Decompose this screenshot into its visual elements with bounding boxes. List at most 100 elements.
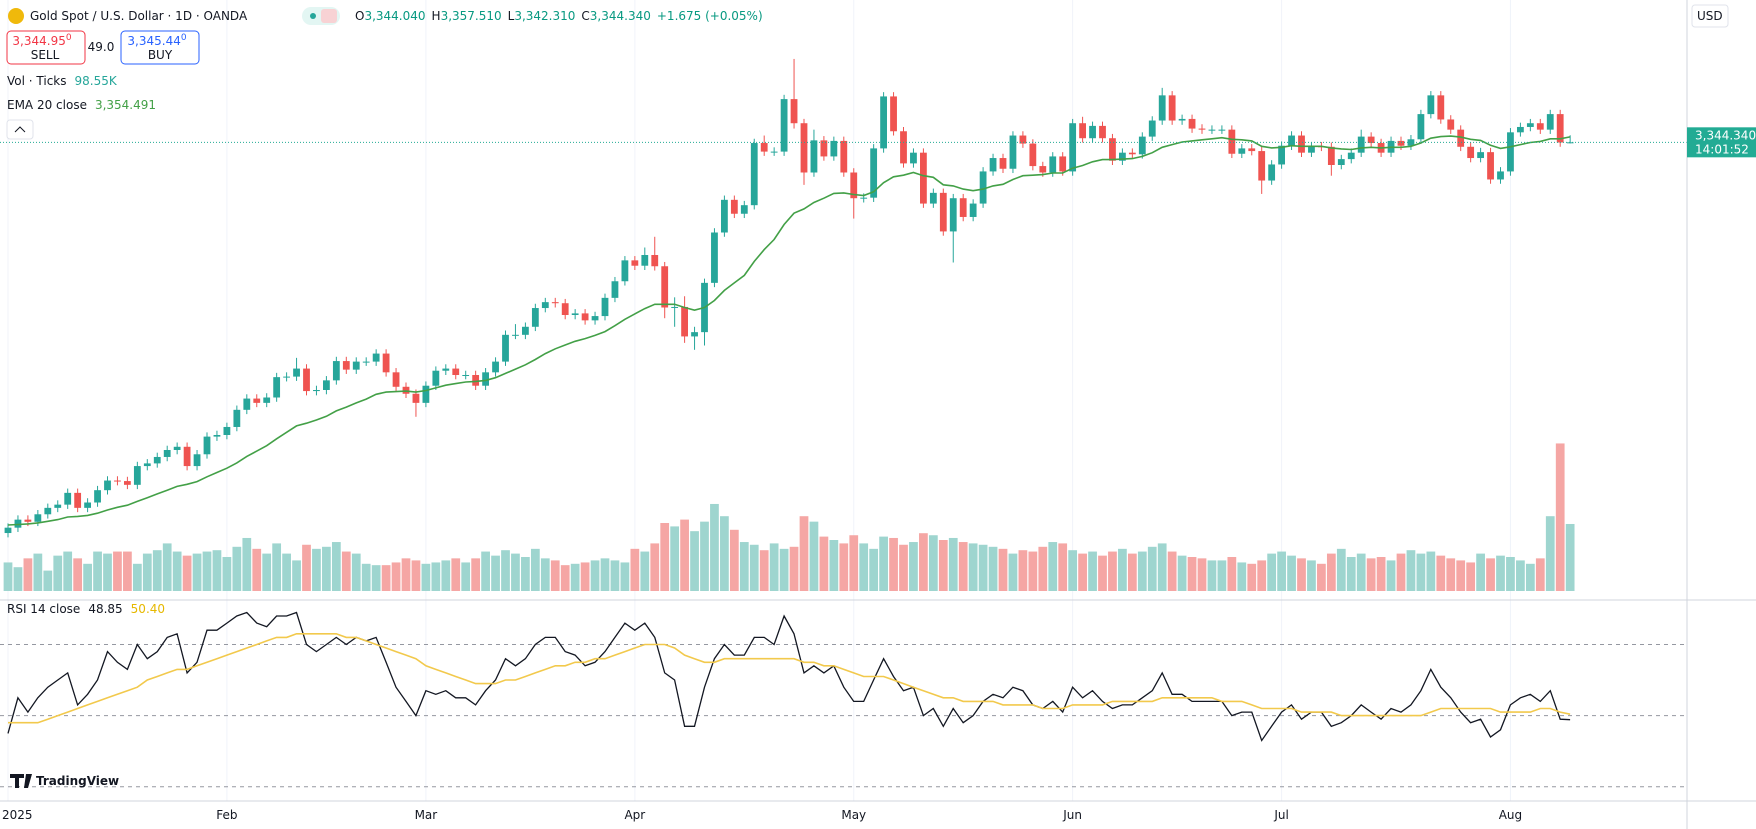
volume-bar	[978, 544, 988, 591]
axis-layer: 2025 Feb Mar Apr May Jun Jul Aug 3,344.34014:01:…	[2, 127, 1756, 822]
volume-bar	[252, 548, 262, 591]
rsi-legend: RSI 14 close 48.85 50.40	[7, 602, 165, 616]
volume-bar	[1366, 558, 1376, 591]
candle-body	[959, 198, 967, 217]
volume-bar	[1187, 557, 1197, 591]
volume-bar	[521, 557, 530, 591]
volume-bar	[779, 548, 789, 591]
candle-body	[840, 140, 848, 173]
currency-box[interactable]	[1691, 4, 1729, 28]
volume-bar	[889, 537, 898, 591]
volume-value: 98.55K	[75, 74, 118, 88]
candle-body	[203, 436, 211, 455]
candle-body	[890, 96, 897, 132]
candle-body	[1298, 135, 1305, 153]
volume-bar	[481, 551, 490, 591]
candle-body	[1268, 164, 1276, 181]
collapse-button[interactable]	[6, 119, 34, 140]
volume-bar	[799, 516, 809, 591]
candle-body	[382, 353, 390, 373]
volume-bar	[341, 551, 351, 591]
candle-body	[1477, 152, 1484, 159]
candle-body	[313, 390, 320, 392]
volume-bar	[700, 521, 709, 591]
volume-bar	[670, 526, 680, 591]
ohlc-key: C	[581, 9, 589, 23]
candle-body	[800, 123, 808, 173]
axis-panel	[1687, 0, 1756, 829]
volume-bar	[580, 562, 590, 591]
volume-bar	[590, 560, 600, 591]
volume-bar	[451, 558, 461, 591]
volume-bar	[540, 558, 550, 591]
volume-bar	[23, 558, 33, 591]
volume-bar	[1356, 553, 1366, 591]
candle-body	[472, 375, 480, 386]
candle-body	[671, 306, 679, 308]
candle-body	[601, 297, 609, 317]
volume-bar	[33, 553, 43, 591]
volume-bar	[1257, 560, 1267, 591]
candle-body	[780, 99, 788, 152]
logo-mark	[10, 774, 32, 788]
volume-bar	[1545, 516, 1555, 591]
candle-body	[1487, 152, 1494, 180]
candle-body	[1128, 152, 1136, 155]
volume-bar	[83, 563, 92, 591]
candle-body	[929, 192, 937, 204]
volume-bar	[610, 560, 620, 591]
symbol-title[interactable]: Gold Spot / U.S. Dollar · 1D · OANDA	[30, 9, 248, 23]
candle-body	[790, 99, 798, 124]
volume-bar	[351, 553, 361, 591]
volume-bar	[1326, 553, 1336, 591]
buy-button[interactable]	[120, 30, 200, 65]
volume-bar	[222, 557, 232, 591]
candle-body	[1457, 129, 1465, 147]
candle-body	[1158, 95, 1166, 121]
volume-bar	[1426, 551, 1436, 591]
candle-body	[512, 334, 519, 336]
candle-body	[1069, 123, 1077, 172]
candle-body	[1178, 118, 1186, 121]
candle-body	[114, 480, 121, 482]
candle-body	[910, 152, 917, 164]
volume-bar	[1565, 523, 1575, 591]
ohlc-value: 3,357.510	[441, 9, 502, 23]
candle-body	[989, 158, 997, 172]
candle-body	[1168, 95, 1176, 121]
candle-body	[1019, 135, 1027, 144]
candle-body	[1208, 129, 1216, 131]
x-tick-label: Apr	[624, 808, 645, 822]
sell-button[interactable]	[6, 30, 86, 65]
series-line	[7, 135, 1571, 526]
candle-body	[104, 480, 111, 491]
volume-bar	[1436, 555, 1446, 591]
volume-bar	[123, 551, 132, 591]
volume-bar	[421, 563, 431, 591]
candle-body	[969, 203, 977, 217]
volume-bar	[1406, 550, 1416, 591]
volume-bar	[1118, 548, 1127, 591]
candle-body	[124, 481, 131, 485]
candle-body	[1288, 135, 1295, 146]
status-dot	[310, 13, 316, 19]
volume-bar	[530, 548, 540, 591]
candle-body	[1188, 118, 1196, 129]
candle-body	[939, 192, 947, 232]
candle-body	[64, 492, 72, 505]
candle-body	[880, 96, 887, 149]
volume-bar	[1098, 555, 1107, 591]
candle-body	[870, 148, 878, 198]
candle-body	[303, 368, 310, 392]
volume-name: Vol · Ticks	[7, 74, 67, 88]
volume-bar	[1068, 550, 1078, 591]
volume-bar	[660, 523, 670, 591]
candle-body	[711, 232, 718, 283]
candle-body	[402, 386, 410, 394]
volume-bar	[292, 560, 301, 591]
volume-bar	[1297, 558, 1306, 591]
candle-body	[253, 398, 261, 403]
candle-body	[133, 466, 141, 485]
candle-body	[522, 326, 529, 335]
candle-body	[1278, 145, 1285, 165]
